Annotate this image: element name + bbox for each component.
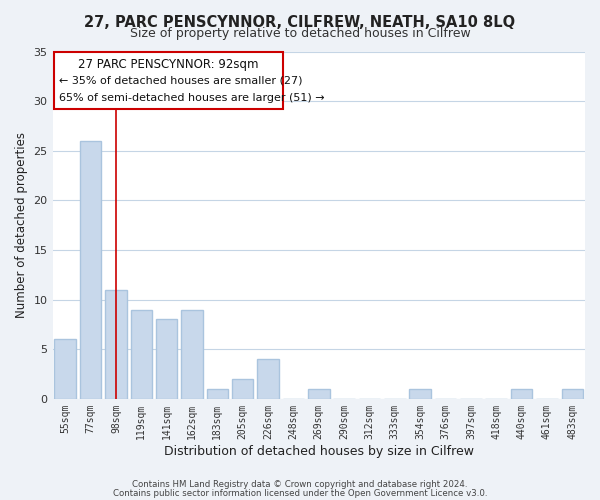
Bar <box>308 389 329 399</box>
Text: 65% of semi-detached houses are larger (51) →: 65% of semi-detached houses are larger (… <box>59 92 325 102</box>
Bar <box>409 389 431 399</box>
Text: Contains public sector information licensed under the Open Government Licence v3: Contains public sector information licen… <box>113 488 487 498</box>
Bar <box>80 141 101 399</box>
Bar <box>257 359 279 399</box>
Text: Contains HM Land Registry data © Crown copyright and database right 2024.: Contains HM Land Registry data © Crown c… <box>132 480 468 489</box>
Text: 27, PARC PENSCYNNOR, CILFREW, NEATH, SA10 8LQ: 27, PARC PENSCYNNOR, CILFREW, NEATH, SA1… <box>85 15 515 30</box>
Bar <box>105 290 127 399</box>
FancyBboxPatch shape <box>54 52 283 109</box>
Bar <box>131 310 152 399</box>
X-axis label: Distribution of detached houses by size in Cilfrew: Distribution of detached houses by size … <box>164 444 474 458</box>
Bar <box>206 389 228 399</box>
Bar <box>181 310 203 399</box>
Text: ← 35% of detached houses are smaller (27): ← 35% of detached houses are smaller (27… <box>59 76 302 86</box>
Y-axis label: Number of detached properties: Number of detached properties <box>15 132 28 318</box>
Bar <box>511 389 532 399</box>
Text: 27 PARC PENSCYNNOR: 92sqm: 27 PARC PENSCYNNOR: 92sqm <box>78 58 259 70</box>
Bar <box>55 340 76 399</box>
Text: Size of property relative to detached houses in Cilfrew: Size of property relative to detached ho… <box>130 28 470 40</box>
Bar <box>562 389 583 399</box>
Bar <box>232 379 253 399</box>
Bar <box>156 320 178 399</box>
